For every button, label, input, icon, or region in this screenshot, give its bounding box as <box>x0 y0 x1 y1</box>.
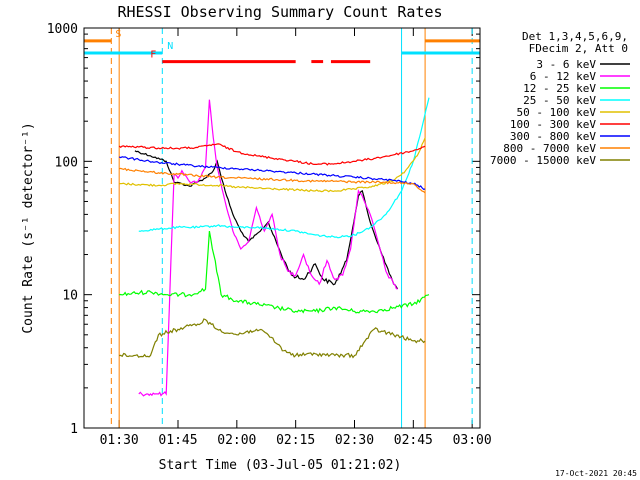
plot-area: S NF <box>84 27 480 429</box>
series-line-4 <box>119 137 426 193</box>
y-tick-label: 10 <box>62 289 78 304</box>
series-line-0 <box>134 150 399 290</box>
x-tick-label: 02:45 <box>394 433 433 448</box>
legend-label: 12 - 25 keV <box>523 82 596 95</box>
legend-label: 800 - 7000 keV <box>503 142 596 155</box>
y-tick-label: 100 <box>55 155 78 170</box>
flag-label-s: S <box>115 29 121 40</box>
x-tick-label: 01:45 <box>158 433 197 448</box>
legend-label: 100 - 300 keV <box>510 118 596 131</box>
series-line-1 <box>138 99 398 397</box>
y-axis-label: Count Rate (s⁻¹ detector⁻¹) <box>21 122 36 333</box>
x-axis-label: Start Time (03-Jul-05 01:21:02) <box>159 458 402 473</box>
x-tick-label: 01:30 <box>100 433 139 448</box>
flag-label-f: F <box>150 50 156 61</box>
y-tick-label: 1 <box>70 422 78 437</box>
legend-label: 3 - 6 keV <box>536 58 596 71</box>
legend-label: 300 - 800 keV <box>510 130 596 143</box>
y-tick-label: 1000 <box>47 22 78 37</box>
x-tick-label: 03:00 <box>453 433 492 448</box>
series-line-3 <box>138 97 430 239</box>
x-tick-label: 02:15 <box>276 433 315 448</box>
legend-header-line-1: Det 1,3,4,5,6,9, <box>522 30 628 43</box>
flag-label-n: N <box>167 41 173 52</box>
series-line-5 <box>118 143 426 166</box>
x-tick-label: 02:30 <box>335 433 374 448</box>
series-line-2 <box>119 230 430 314</box>
timestamp: 17-Oct-2021 20:45 <box>555 469 637 478</box>
x-tick-label: 02:00 <box>217 433 256 448</box>
series-line-7 <box>119 167 426 194</box>
legend-label: 50 - 100 keV <box>517 106 597 119</box>
legend-header-line-2: FDecim 2, Att 0 <box>529 42 628 55</box>
series-line-6 <box>118 156 426 190</box>
series-line-8 <box>119 318 426 359</box>
legend-label: 7000 - 15000 keV <box>490 154 596 167</box>
plot-frame <box>83 27 481 429</box>
legend-label: 6 - 12 keV <box>530 70 597 83</box>
chart-title: RHESSI Observing Summary Count Rates <box>117 3 442 21</box>
legend-label: 25 - 50 keV <box>523 94 596 107</box>
